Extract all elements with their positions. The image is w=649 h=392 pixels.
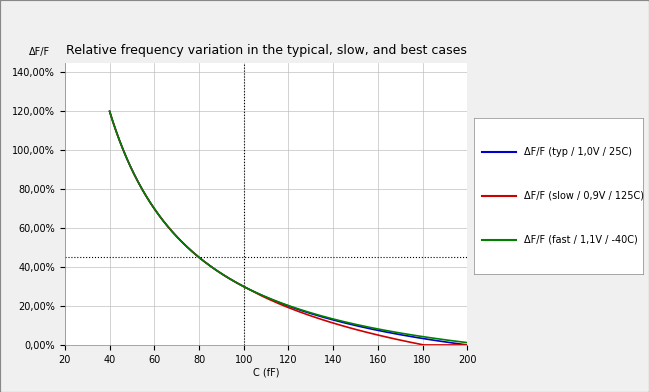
Title: Relative frequency variation in the typical, slow, and best cases: Relative frequency variation in the typi…	[66, 44, 467, 57]
Text: ΔF/F (typ / 1,0V / 25C): ΔF/F (typ / 1,0V / 25C)	[524, 147, 632, 157]
Text: ΔF/F (fast / 1,1V / -40C): ΔF/F (fast / 1,1V / -40C)	[524, 235, 638, 245]
X-axis label: C (fF): C (fF)	[253, 367, 279, 377]
Text: ΔF/F (slow / 0,9V / 125C): ΔF/F (slow / 0,9V / 125C)	[524, 191, 644, 201]
Text: ΔF/F: ΔF/F	[29, 47, 50, 57]
